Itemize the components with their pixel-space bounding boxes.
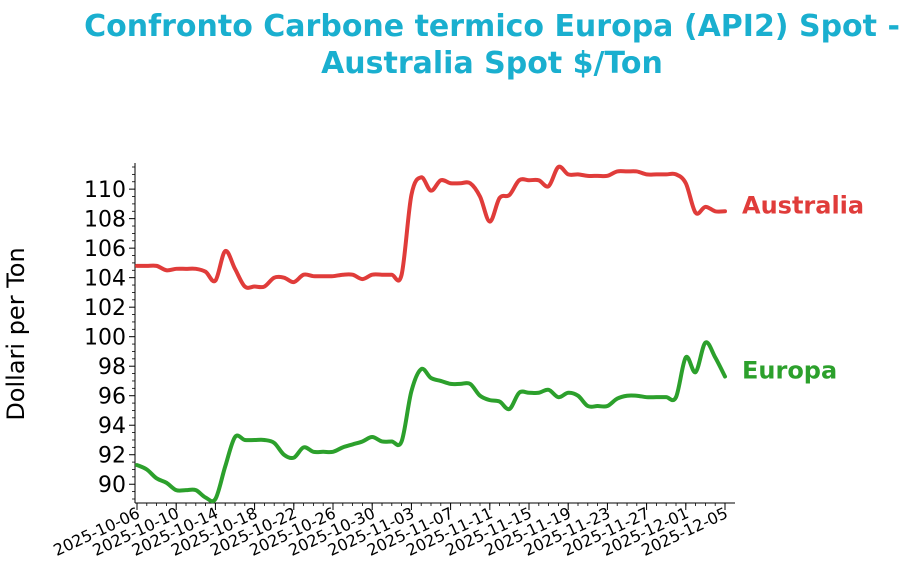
axes xyxy=(134,163,735,504)
y-tick-label: 106 xyxy=(84,237,126,262)
x-axis-ticks: 2025-10-062025-10-102025-10-142025-10-18… xyxy=(50,503,731,560)
y-tick-label: 94 xyxy=(98,414,126,439)
series-label-europa: Europa xyxy=(742,357,837,385)
y-tick-label: 98 xyxy=(98,355,126,380)
series-labels: Australia Europa xyxy=(742,191,864,384)
y-tick-label: 90 xyxy=(98,473,126,498)
y-axis-ticks: 90 92 94 96 98 100 102 104 106 108 110 xyxy=(84,166,135,500)
y-tick-label: 96 xyxy=(98,385,126,410)
series-lines xyxy=(135,164,727,504)
y-axis-label: Dollari per Ton xyxy=(2,247,30,420)
y-tick-label: 100 xyxy=(84,326,126,351)
y-tick-label: 92 xyxy=(98,444,126,469)
series-line-europa xyxy=(135,340,727,504)
chart-title: Confronto Carbone termico Europa (API2) … xyxy=(60,8,924,82)
y-tick-label: 102 xyxy=(84,296,126,321)
chart-title-line-2: Australia Spot $/Ton xyxy=(321,46,663,81)
series-label-australia: Australia xyxy=(742,191,864,219)
y-tick-label: 104 xyxy=(84,267,126,292)
chart-title-line-1: Confronto Carbone termico Europa (API2) … xyxy=(84,9,900,44)
series-line-australia xyxy=(135,164,727,290)
y-tick-label: 110 xyxy=(84,178,126,203)
y-tick-label: 108 xyxy=(84,208,126,233)
